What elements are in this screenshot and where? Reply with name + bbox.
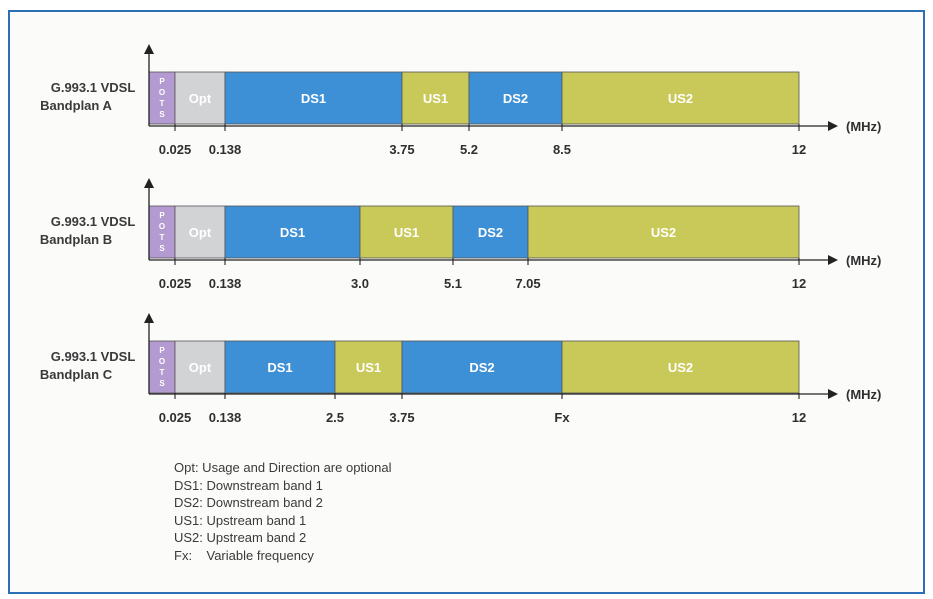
y-axis-arrow [144, 178, 154, 188]
x-tick-label: 0.025 [159, 142, 192, 157]
x-axis-arrow [828, 389, 838, 399]
bandplan-name-line1: G.993.1 VDSL [51, 349, 136, 364]
band-label: US2 [668, 91, 693, 106]
x-tick-label: 0.025 [159, 276, 192, 291]
band-opt [174, 205, 226, 259]
x-tick-label: 12 [792, 276, 806, 291]
band-pots [148, 71, 176, 125]
pots-letter: O [159, 357, 165, 366]
bandplan-name-line1: G.993.1 VDSL [51, 214, 136, 229]
band-us1 [359, 205, 454, 259]
x-tick-label: Fx [554, 410, 570, 425]
band-label: DS2 [478, 225, 503, 240]
x-tick-label: 3.75 [389, 142, 414, 157]
band-us1 [334, 340, 403, 394]
x-tick-label: 7.05 [515, 276, 540, 291]
pots-letter: T [160, 368, 165, 377]
x-axis-unit: (MHz) [846, 387, 881, 402]
y-axis-arrow [144, 44, 154, 54]
x-tick-label: 12 [792, 410, 806, 425]
legend: Opt: Usage and Direction are optional DS… [174, 459, 392, 565]
band-ds1 [224, 340, 336, 394]
bandplan-name-line2: Bandplan A [40, 98, 112, 113]
legend-item-us1: US1: Upstream band 1 [174, 512, 307, 528]
band-label: Opt [189, 91, 212, 106]
legend-item-ds2: DS2: Downstream band 2 [174, 495, 323, 511]
x-tick-label: 0.138 [209, 142, 242, 157]
x-tick-label: 3.75 [389, 410, 414, 425]
legend-item-us2: US2: Upstream band 2 [174, 530, 307, 546]
band-pots [148, 205, 176, 259]
band-label: US2 [668, 360, 693, 375]
x-tick-label: 0.025 [159, 410, 192, 425]
band-label: Opt [189, 360, 212, 375]
legend-item-opt: Opt: Usage and Direction are optional [174, 460, 392, 475]
legend-item-ds1: DS1: Downstream band 1 [174, 477, 323, 493]
band-label: US2 [651, 225, 676, 240]
band-label: US1 [356, 360, 381, 375]
pots-letter: S [159, 244, 165, 253]
band-opt [174, 340, 226, 394]
y-axis-arrow [144, 313, 154, 323]
band-us2 [561, 340, 800, 394]
x-tick-label: 8.5 [553, 142, 571, 157]
x-axis-unit: (MHz) [846, 253, 881, 268]
x-axis-arrow [828, 255, 838, 265]
bandplan-name-line2: Bandplan B [40, 232, 112, 247]
band-ds2 [468, 71, 563, 125]
band-label: US1 [423, 91, 448, 106]
band-opt [174, 71, 226, 125]
pots-letter: T [160, 233, 165, 242]
band-label: DS2 [503, 91, 528, 106]
band-ds2 [452, 205, 529, 259]
band-label: US1 [394, 225, 419, 240]
band-us2 [561, 71, 800, 125]
x-tick-label: 5.2 [460, 142, 478, 157]
band-label: DS2 [469, 360, 494, 375]
bandplan-name-line2: Bandplan C [40, 367, 113, 382]
pots-letter: P [159, 346, 165, 355]
pots-letter: O [159, 88, 165, 97]
pots-letter: T [160, 99, 165, 108]
band-ds1 [224, 71, 403, 125]
x-tick-label: 0.138 [209, 276, 242, 291]
x-tick-label: 12 [792, 142, 806, 157]
pots-letter: P [159, 77, 165, 86]
x-axis-arrow [828, 121, 838, 131]
band-pots [148, 340, 176, 394]
band-label: DS1 [280, 225, 305, 240]
band-label: DS1 [301, 91, 326, 106]
x-tick-label: 3.0 [351, 276, 369, 291]
legend-item-fx: Fx: Variable frequency [174, 547, 314, 563]
x-tick-label: 5.1 [444, 276, 462, 291]
band-us1 [401, 71, 470, 125]
x-tick-label: 2.5 [326, 410, 344, 425]
band-label: DS1 [267, 360, 292, 375]
pots-letter: O [159, 222, 165, 231]
band-ds2 [401, 340, 563, 394]
pots-letter: P [159, 211, 165, 220]
x-axis-unit: (MHz) [846, 119, 881, 134]
band-us2 [527, 205, 800, 259]
band-label: Opt [189, 225, 212, 240]
pots-letter: S [159, 110, 165, 119]
pots-letter: S [159, 379, 165, 388]
bandplan-name-line1: G.993.1 VDSL [51, 80, 136, 95]
x-tick-label: 0.138 [209, 410, 242, 425]
